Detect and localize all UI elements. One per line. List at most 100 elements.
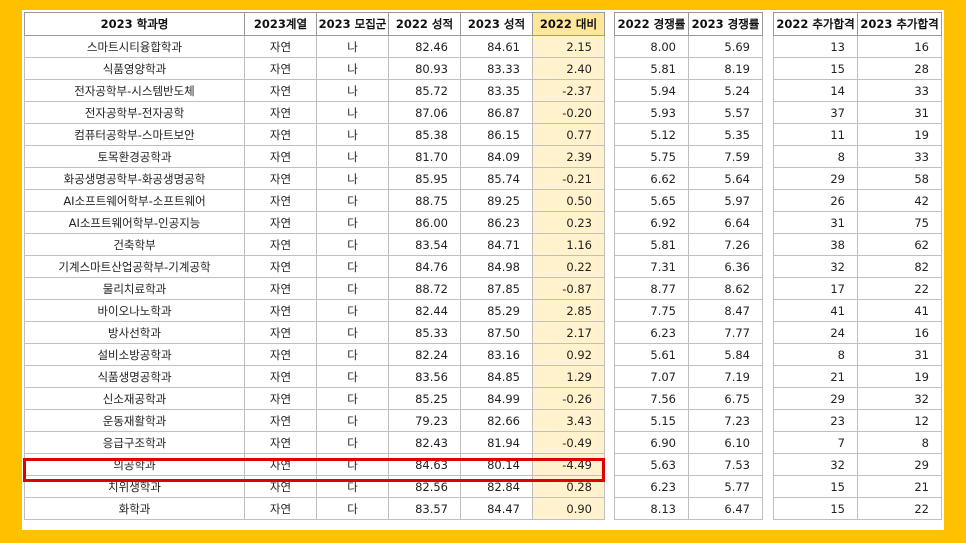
cell-field[interactable]: 자연 xyxy=(244,233,317,256)
cell-score-2023[interactable]: 86.87 xyxy=(460,101,533,124)
cell-score-2023[interactable]: 85.29 xyxy=(460,299,533,322)
cell-department-name[interactable]: 기계스마트산업공학부-기계공학 xyxy=(24,255,245,278)
cell-extra-admit-2023[interactable]: 33 xyxy=(857,145,942,168)
cell-competition-2023[interactable]: 6.47 xyxy=(688,497,763,520)
cell-score-2022[interactable]: 83.54 xyxy=(388,233,461,256)
cell-extra-admit-2023[interactable]: 33 xyxy=(857,79,942,102)
cell-score-change[interactable]: 0.77 xyxy=(532,123,605,146)
cell-department-name[interactable]: 화공생명공학부-화공생명공학 xyxy=(24,167,245,190)
cell-score-change[interactable]: 2.17 xyxy=(532,321,605,344)
cell-score-2022[interactable]: 85.72 xyxy=(388,79,461,102)
cell-department-name[interactable]: 화학과 xyxy=(24,497,245,520)
cell-score-change[interactable]: 1.29 xyxy=(532,365,605,388)
cell-field[interactable]: 자연 xyxy=(244,475,317,498)
cell-score-2022[interactable]: 85.38 xyxy=(388,123,461,146)
cell-competition-2022[interactable]: 6.62 xyxy=(614,167,689,190)
cell-recruit-group[interactable]: 다 xyxy=(316,277,389,300)
cell-recruit-group[interactable]: 다 xyxy=(316,189,389,212)
cell-competition-2022[interactable]: 5.93 xyxy=(614,101,689,124)
cell-extra-admit-2022[interactable]: 29 xyxy=(773,167,858,190)
cell-department-name[interactable]: 의공학과 xyxy=(24,453,245,476)
header-extra-admit-2022[interactable]: 2022 추가합격 xyxy=(773,12,858,36)
cell-field[interactable]: 자연 xyxy=(244,277,317,300)
cell-extra-admit-2022[interactable]: 14 xyxy=(773,79,858,102)
cell-extra-admit-2023[interactable]: 62 xyxy=(857,233,942,256)
cell-score-2023[interactable]: 87.85 xyxy=(460,277,533,300)
cell-score-2022[interactable]: 80.93 xyxy=(388,57,461,80)
cell-score-change[interactable]: -0.21 xyxy=(532,167,605,190)
cell-department-name[interactable]: AI소프트웨어학부-소프트웨어 xyxy=(24,189,245,212)
header-score-2022[interactable]: 2022 성적 xyxy=(388,12,461,36)
cell-score-change[interactable]: 0.90 xyxy=(532,497,605,520)
cell-competition-2023[interactable]: 7.26 xyxy=(688,233,763,256)
cell-competition-2022[interactable]: 6.90 xyxy=(614,431,689,454)
cell-recruit-group[interactable]: 다 xyxy=(316,431,389,454)
cell-field[interactable]: 자연 xyxy=(244,299,317,322)
cell-score-2022[interactable]: 86.00 xyxy=(388,211,461,234)
cell-department-name[interactable]: 치위생학과 xyxy=(24,475,245,498)
cell-extra-admit-2023[interactable]: 42 xyxy=(857,189,942,212)
header-score-2023[interactable]: 2023 성적 xyxy=(460,12,533,36)
cell-field[interactable]: 자연 xyxy=(244,57,317,80)
cell-score-2023[interactable]: 84.71 xyxy=(460,233,533,256)
cell-competition-2022[interactable]: 7.31 xyxy=(614,255,689,278)
cell-competition-2023[interactable]: 6.75 xyxy=(688,387,763,410)
cell-extra-admit-2023[interactable]: 31 xyxy=(857,343,942,366)
cell-extra-admit-2022[interactable]: 15 xyxy=(773,475,858,498)
cell-score-2022[interactable]: 81.70 xyxy=(388,145,461,168)
cell-department-name[interactable]: 식품생명공학과 xyxy=(24,365,245,388)
cell-extra-admit-2022[interactable]: 15 xyxy=(773,497,858,520)
cell-recruit-group[interactable]: 나 xyxy=(316,123,389,146)
cell-extra-admit-2023[interactable]: 41 xyxy=(857,299,942,322)
cell-recruit-group[interactable]: 다 xyxy=(316,387,389,410)
cell-field[interactable]: 자연 xyxy=(244,409,317,432)
cell-extra-admit-2022[interactable]: 32 xyxy=(773,453,858,476)
cell-field[interactable]: 자연 xyxy=(244,79,317,102)
cell-extra-admit-2023[interactable]: 31 xyxy=(857,101,942,124)
cell-competition-2022[interactable]: 5.94 xyxy=(614,79,689,102)
cell-field[interactable]: 자연 xyxy=(244,387,317,410)
cell-competition-2023[interactable]: 5.24 xyxy=(688,79,763,102)
cell-extra-admit-2023[interactable]: 16 xyxy=(857,321,942,344)
cell-extra-admit-2023[interactable]: 32 xyxy=(857,387,942,410)
cell-competition-2023[interactable]: 5.35 xyxy=(688,123,763,146)
cell-department-name[interactable]: 건축학부 xyxy=(24,233,245,256)
cell-extra-admit-2022[interactable]: 8 xyxy=(773,343,858,366)
cell-score-2023[interactable]: 84.61 xyxy=(460,35,533,58)
cell-competition-2023[interactable]: 7.53 xyxy=(688,453,763,476)
cell-field[interactable]: 자연 xyxy=(244,431,317,454)
cell-score-2023[interactable]: 84.47 xyxy=(460,497,533,520)
cell-score-2022[interactable]: 85.33 xyxy=(388,321,461,344)
cell-score-change[interactable]: -0.49 xyxy=(532,431,605,454)
cell-competition-2023[interactable]: 7.23 xyxy=(688,409,763,432)
cell-competition-2022[interactable]: 5.63 xyxy=(614,453,689,476)
cell-department-name[interactable]: 신소재공학과 xyxy=(24,387,245,410)
cell-extra-admit-2023[interactable]: 58 xyxy=(857,167,942,190)
cell-extra-admit-2022[interactable]: 17 xyxy=(773,277,858,300)
cell-score-change[interactable]: -0.26 xyxy=(532,387,605,410)
cell-competition-2023[interactable]: 5.97 xyxy=(688,189,763,212)
cell-extra-admit-2022[interactable]: 31 xyxy=(773,211,858,234)
cell-competition-2023[interactable]: 5.57 xyxy=(688,101,763,124)
cell-department-name[interactable]: 바이오나노학과 xyxy=(24,299,245,322)
cell-extra-admit-2023[interactable]: 12 xyxy=(857,409,942,432)
cell-score-2022[interactable]: 82.24 xyxy=(388,343,461,366)
cell-score-change[interactable]: 0.92 xyxy=(532,343,605,366)
cell-competition-2022[interactable]: 7.75 xyxy=(614,299,689,322)
cell-competition-2022[interactable]: 6.92 xyxy=(614,211,689,234)
cell-field[interactable]: 자연 xyxy=(244,123,317,146)
cell-score-2023[interactable]: 82.66 xyxy=(460,409,533,432)
cell-score-change[interactable]: 0.23 xyxy=(532,211,605,234)
header-department-name[interactable]: 2023 학과명 xyxy=(24,12,245,36)
cell-field[interactable]: 자연 xyxy=(244,189,317,212)
cell-department-name[interactable]: 방사선학과 xyxy=(24,321,245,344)
cell-extra-admit-2023[interactable]: 28 xyxy=(857,57,942,80)
header-extra-admit-2023[interactable]: 2023 추가합격 xyxy=(857,12,942,36)
cell-score-2023[interactable]: 83.35 xyxy=(460,79,533,102)
cell-score-2023[interactable]: 84.09 xyxy=(460,145,533,168)
cell-extra-admit-2022[interactable]: 21 xyxy=(773,365,858,388)
cell-score-2023[interactable]: 85.74 xyxy=(460,167,533,190)
cell-recruit-group[interactable]: 나 xyxy=(316,57,389,80)
cell-score-2022[interactable]: 83.56 xyxy=(388,365,461,388)
cell-extra-admit-2022[interactable]: 15 xyxy=(773,57,858,80)
